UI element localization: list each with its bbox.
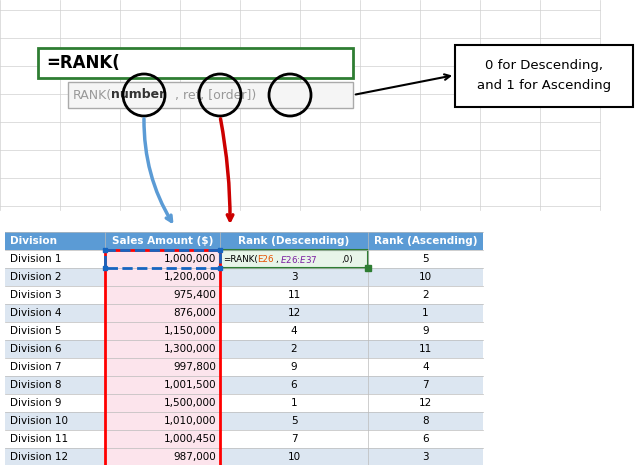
FancyBboxPatch shape <box>455 45 633 107</box>
Text: 10: 10 <box>287 452 301 462</box>
Text: 0 for Descending,: 0 for Descending, <box>485 59 603 72</box>
Text: Division 8: Division 8 <box>10 380 61 390</box>
Text: Division 5: Division 5 <box>10 326 61 336</box>
Text: 4: 4 <box>422 362 429 372</box>
Text: 2: 2 <box>422 290 429 300</box>
FancyBboxPatch shape <box>105 268 220 286</box>
Text: $E$26:$E$37: $E$26:$E$37 <box>280 253 317 265</box>
Text: 876,000: 876,000 <box>173 308 216 318</box>
Text: 6: 6 <box>422 434 429 444</box>
FancyBboxPatch shape <box>5 250 483 268</box>
Text: 1: 1 <box>291 398 298 408</box>
Text: =RANK(: =RANK( <box>46 54 120 72</box>
Text: 6: 6 <box>291 380 298 390</box>
FancyBboxPatch shape <box>105 322 220 340</box>
FancyBboxPatch shape <box>5 448 483 465</box>
Text: 4: 4 <box>291 326 298 336</box>
Text: Division 9: Division 9 <box>10 398 61 408</box>
Text: 11: 11 <box>419 344 432 354</box>
Text: and 1 for Ascending: and 1 for Ascending <box>477 79 611 92</box>
Text: Rank (Descending): Rank (Descending) <box>238 236 349 246</box>
FancyBboxPatch shape <box>105 304 220 322</box>
FancyBboxPatch shape <box>105 376 220 394</box>
FancyBboxPatch shape <box>105 358 220 376</box>
Text: 1,500,000: 1,500,000 <box>163 398 216 408</box>
FancyBboxPatch shape <box>105 340 220 358</box>
Text: 5: 5 <box>291 416 298 426</box>
Text: 1,000,000: 1,000,000 <box>164 254 216 264</box>
Text: 5: 5 <box>422 254 429 264</box>
Text: Division 4: Division 4 <box>10 308 61 318</box>
Text: =RANK(: =RANK( <box>223 254 258 264</box>
Text: ,0): ,0) <box>341 254 353 264</box>
Text: RANK(: RANK( <box>73 88 112 101</box>
FancyBboxPatch shape <box>5 430 483 448</box>
Text: 8: 8 <box>422 416 429 426</box>
FancyBboxPatch shape <box>105 412 220 430</box>
FancyBboxPatch shape <box>105 250 220 268</box>
Text: Division 1: Division 1 <box>10 254 61 264</box>
Text: Division 12: Division 12 <box>10 452 68 462</box>
Bar <box>105 250 220 268</box>
Text: ,: , <box>275 254 278 264</box>
Text: 1,001,500: 1,001,500 <box>163 380 216 390</box>
FancyBboxPatch shape <box>5 340 483 358</box>
Text: Division: Division <box>10 236 57 246</box>
Bar <box>105 250 220 465</box>
FancyBboxPatch shape <box>105 430 220 448</box>
FancyBboxPatch shape <box>5 268 483 286</box>
FancyBboxPatch shape <box>220 250 368 268</box>
FancyBboxPatch shape <box>5 412 483 430</box>
FancyBboxPatch shape <box>5 394 483 412</box>
Text: E26: E26 <box>257 254 273 264</box>
Text: 3: 3 <box>291 272 298 282</box>
Text: 7: 7 <box>422 380 429 390</box>
FancyBboxPatch shape <box>5 304 483 322</box>
FancyBboxPatch shape <box>105 394 220 412</box>
FancyBboxPatch shape <box>5 232 483 250</box>
Text: 1,200,000: 1,200,000 <box>163 272 216 282</box>
FancyBboxPatch shape <box>38 48 353 78</box>
Text: Rank (Ascending): Rank (Ascending) <box>374 236 477 246</box>
FancyBboxPatch shape <box>5 376 483 394</box>
Text: 12: 12 <box>287 308 301 318</box>
Text: 9: 9 <box>291 362 298 372</box>
Text: number: number <box>111 88 165 101</box>
Text: 2: 2 <box>291 344 298 354</box>
Text: 997,800: 997,800 <box>173 362 216 372</box>
Text: 10: 10 <box>419 272 432 282</box>
Text: 12: 12 <box>419 398 432 408</box>
Text: 1,000,450: 1,000,450 <box>163 434 216 444</box>
Text: 7: 7 <box>291 434 298 444</box>
Text: 987,000: 987,000 <box>173 452 216 462</box>
Text: Division 7: Division 7 <box>10 362 61 372</box>
Text: 1: 1 <box>422 308 429 318</box>
Text: 1,010,000: 1,010,000 <box>163 416 216 426</box>
FancyBboxPatch shape <box>5 358 483 376</box>
FancyBboxPatch shape <box>68 82 353 108</box>
Text: Sales Amount ($): Sales Amount ($) <box>112 236 213 246</box>
Text: 1,150,000: 1,150,000 <box>163 326 216 336</box>
Text: Division 2: Division 2 <box>10 272 61 282</box>
Text: Division 3: Division 3 <box>10 290 61 300</box>
Text: 975,400: 975,400 <box>173 290 216 300</box>
Text: Division 10: Division 10 <box>10 416 68 426</box>
Text: 11: 11 <box>287 290 301 300</box>
FancyBboxPatch shape <box>105 286 220 304</box>
FancyBboxPatch shape <box>5 286 483 304</box>
Text: 3: 3 <box>422 452 429 462</box>
Text: Division 6: Division 6 <box>10 344 61 354</box>
Text: Division 11: Division 11 <box>10 434 68 444</box>
Text: 1,300,000: 1,300,000 <box>163 344 216 354</box>
Text: , ref, [order]): , ref, [order]) <box>175 88 256 101</box>
FancyBboxPatch shape <box>105 448 220 465</box>
FancyBboxPatch shape <box>5 322 483 340</box>
Text: 9: 9 <box>422 326 429 336</box>
